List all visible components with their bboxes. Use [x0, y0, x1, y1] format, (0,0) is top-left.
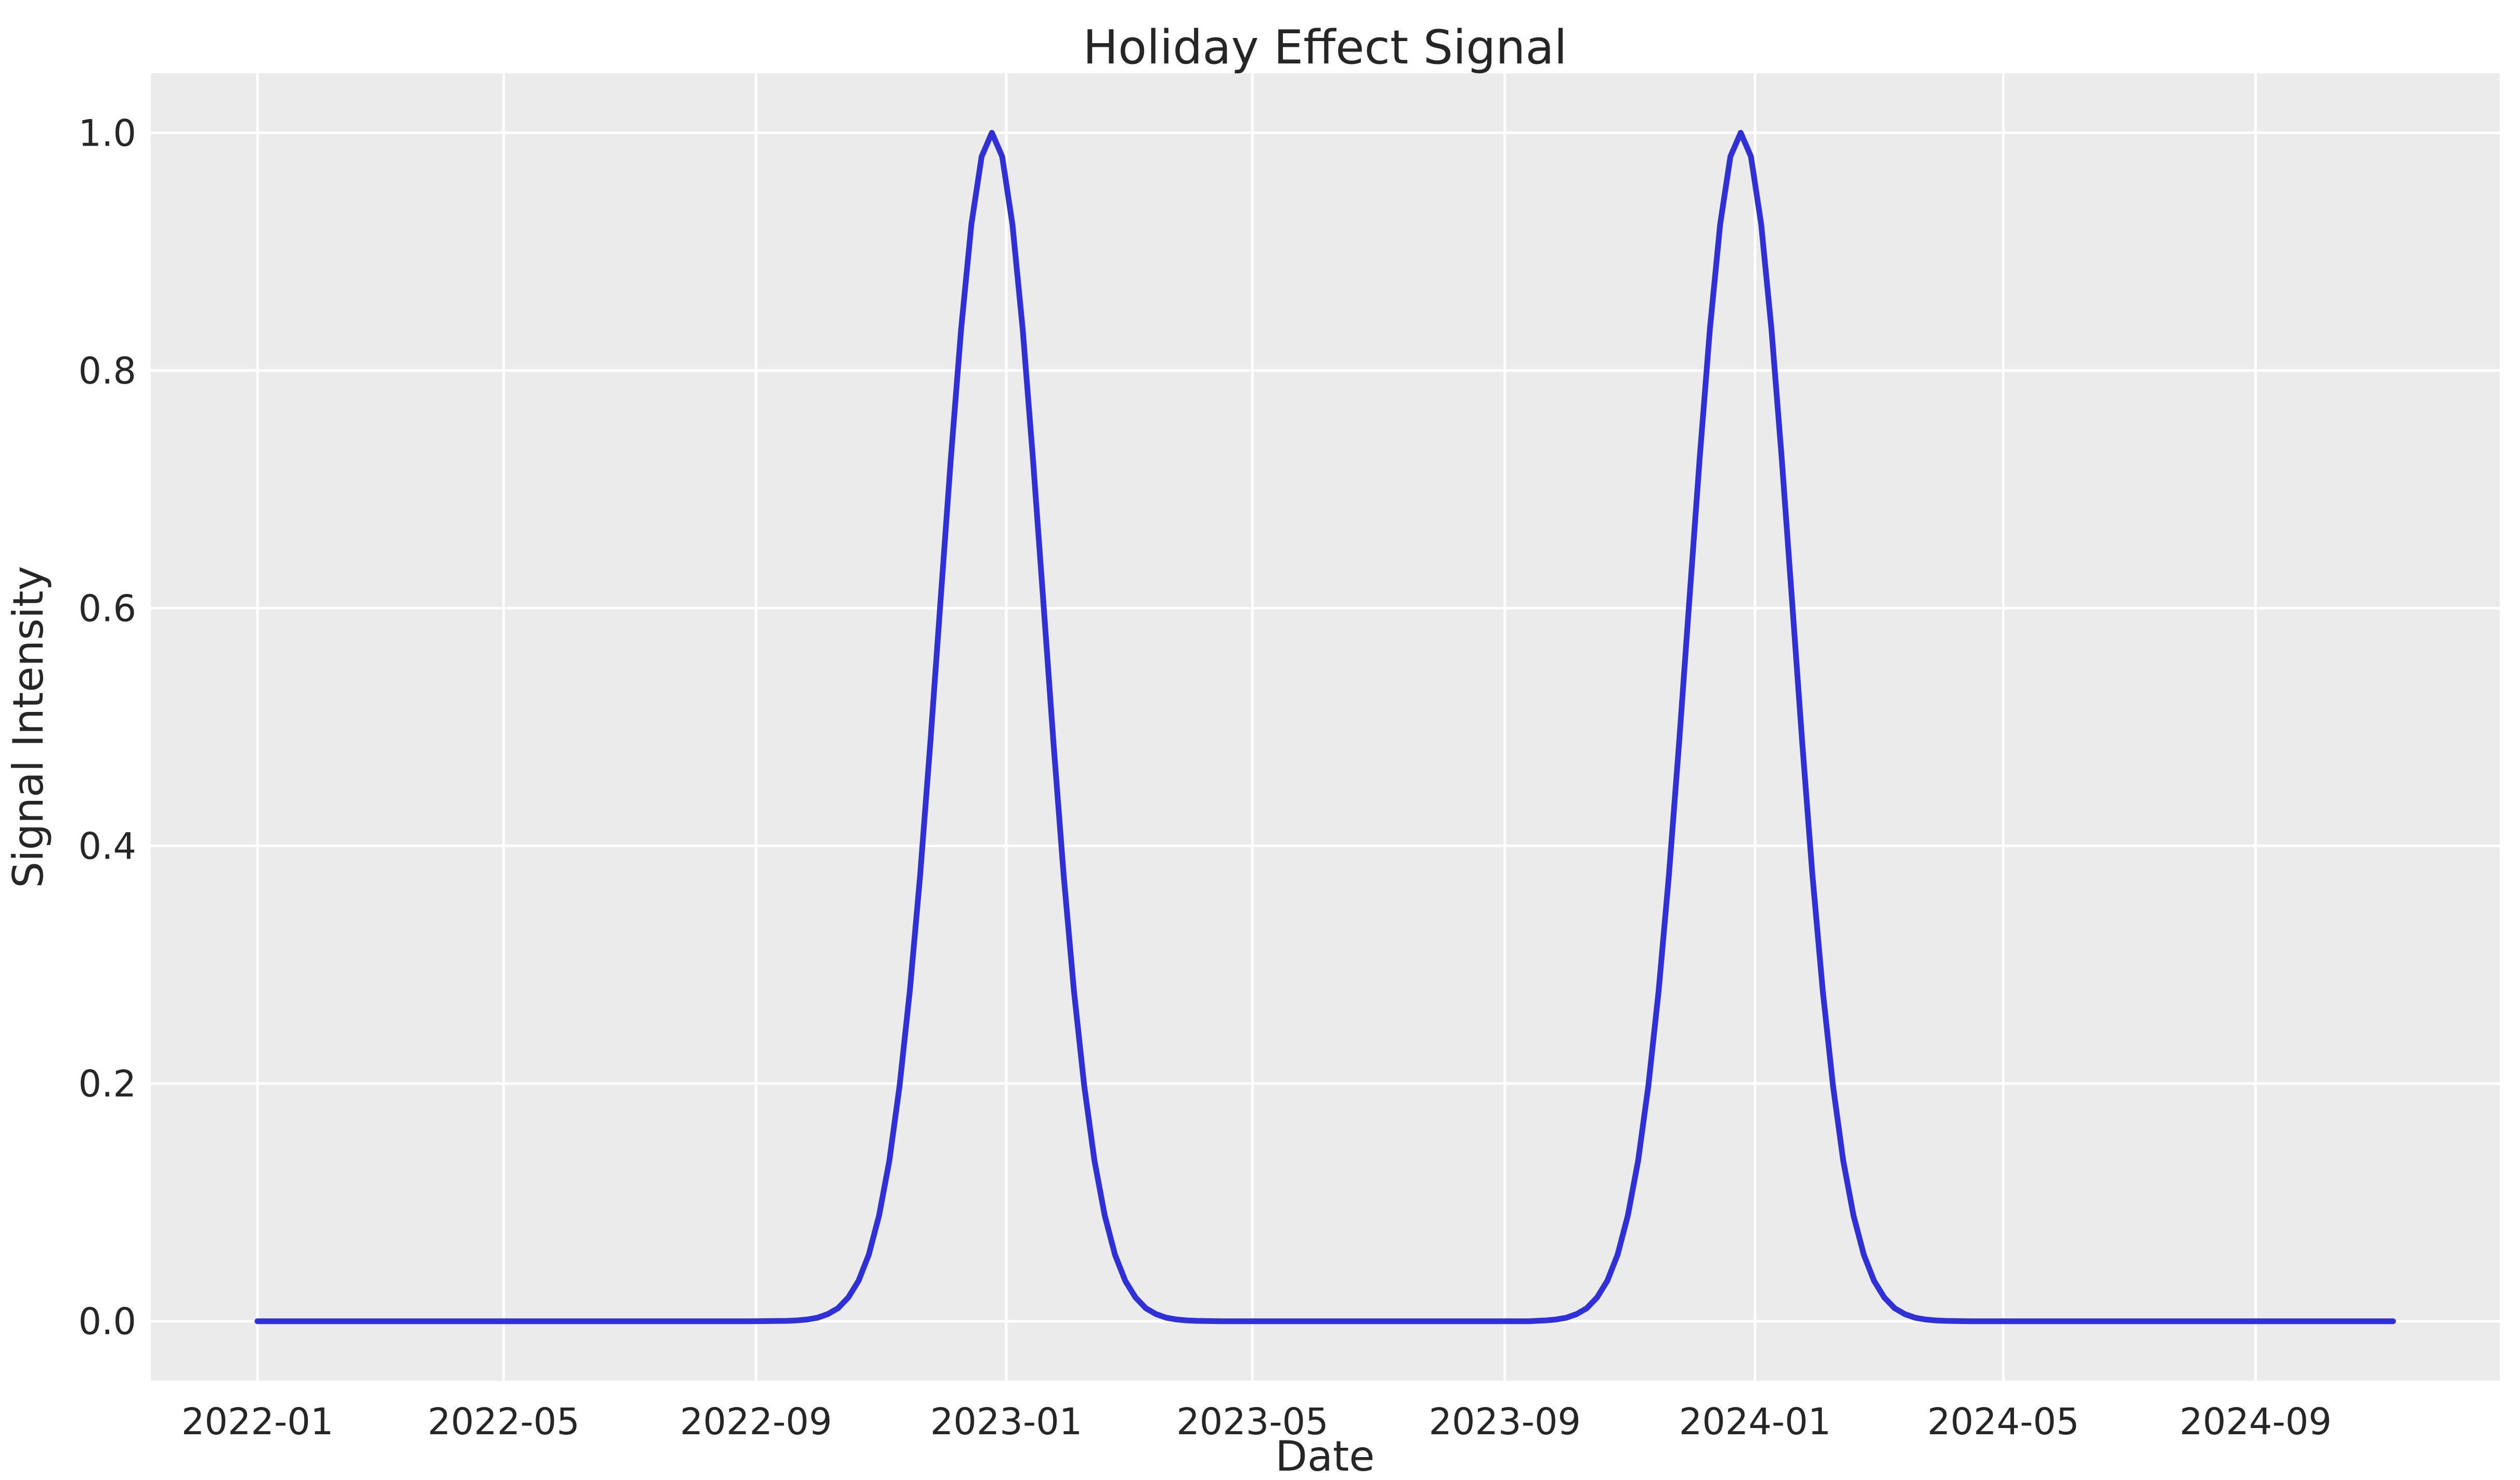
x-axis-label: Date [1275, 1432, 1374, 1480]
x-tick-label: 2022-05 [427, 1400, 579, 1443]
x-tick-label: 2023-09 [1428, 1400, 1580, 1443]
x-axis-tick-labels: 2022-01 2022-05 2022-09 2023-01 2023-05 2023-… [181, 1400, 2332, 1443]
x-tick-label: 2022-09 [680, 1400, 832, 1443]
y-axis-tick-labels: 0.0 0.2 0.4 0.6 0.8 1.0 [79, 112, 136, 1343]
x-tick-label: 2023-01 [930, 1400, 1082, 1443]
holiday-signal-line [254, 129, 2396, 1325]
chart-title: Holiday Effect Signal [1083, 20, 1567, 75]
vertical-gridlines [256, 73, 2257, 1381]
y-tick-label: 0.2 [79, 1063, 136, 1106]
y-tick-label: 0.6 [79, 587, 136, 630]
y-tick-label: 1.0 [79, 112, 136, 154]
x-tick-label: 2023-05 [1176, 1400, 1328, 1443]
y-tick-label: 0.8 [79, 349, 136, 392]
y-tick-label: 0.4 [79, 825, 136, 868]
plot-area [151, 73, 2500, 1381]
x-tick-label: 2024-09 [2179, 1400, 2331, 1443]
x-tick-label: 2022-01 [181, 1400, 333, 1443]
x-tick-label: 2024-05 [1927, 1400, 2079, 1443]
y-tick-label: 0.0 [79, 1301, 136, 1343]
x-tick-label: 2024-01 [1679, 1400, 1831, 1443]
y-axis-label: Signal Intensity [4, 566, 53, 888]
